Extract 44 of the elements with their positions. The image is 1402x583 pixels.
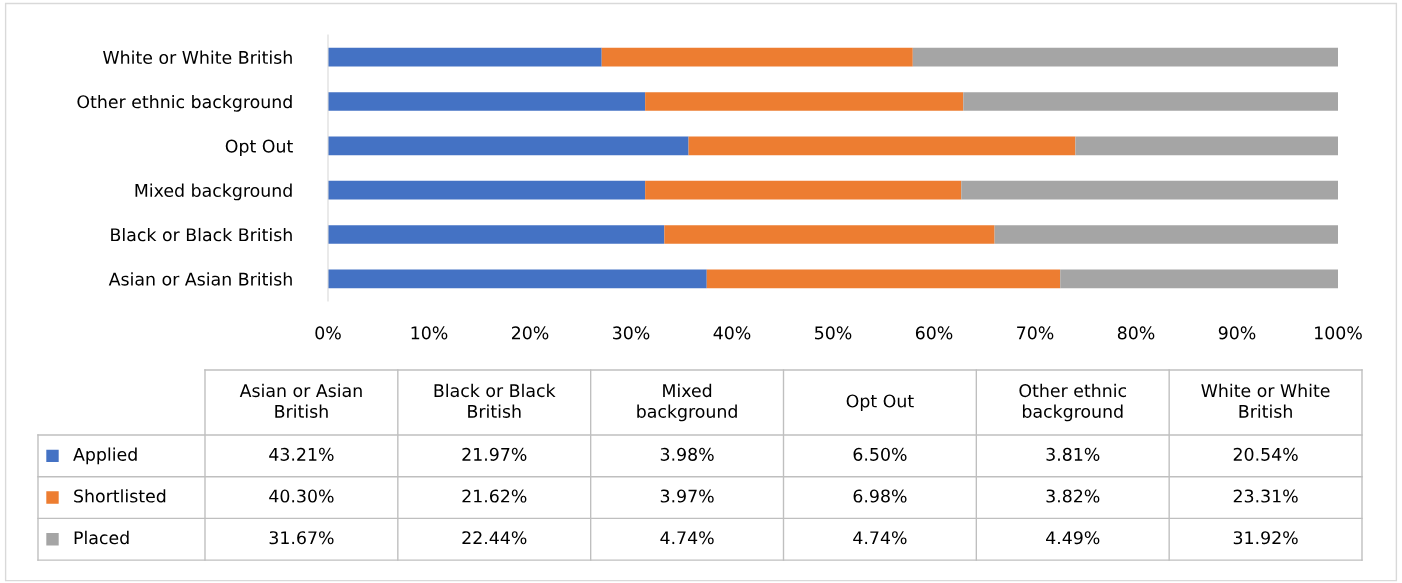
text: 22.44% [462, 531, 527, 545]
y-tick-label: Black or Black British [111, 227, 292, 242]
text: 4.74% [660, 531, 714, 545]
text: 43.21% [269, 447, 334, 461]
legend-label: Shortlisted [74, 489, 166, 503]
text: 21.62% [462, 489, 527, 503]
y-tick-label: Other ethnic background [77, 94, 292, 112]
text: 4.49% [1046, 531, 1100, 545]
text: 40.30% [269, 489, 334, 503]
category-label: White or White British [1201, 383, 1330, 418]
text: 4.74% [853, 531, 907, 545]
y-tick-label: Mixed background [135, 183, 292, 201]
x-tick-label: 80% [1117, 326, 1155, 340]
text: 3.97% [660, 489, 714, 503]
x-tick-label: 70% [1017, 326, 1054, 340]
legend-label: Placed [74, 530, 129, 545]
y-tick-label: Opt Out [225, 139, 293, 157]
text: 6.50% [853, 447, 907, 461]
legend-label: Applied [73, 447, 137, 465]
x-tick-label: 60% [915, 326, 953, 340]
text: 31.92% [1233, 531, 1298, 545]
y-tick-label: Asian or Asian British [108, 272, 292, 286]
category-label: Black or Black British [434, 383, 556, 418]
text: 3.82% [1046, 489, 1100, 503]
text: 23.31% [1233, 489, 1298, 503]
x-tick-label: 20% [511, 326, 549, 340]
y-tick-label: White or White British [103, 50, 292, 65]
category-label: Other ethnic background [1019, 383, 1127, 422]
text: 6.98% [853, 489, 907, 503]
x-tick-label: 10% [411, 326, 448, 340]
x-tick-label: 50% [815, 326, 852, 340]
text: 20.54% [1233, 447, 1298, 461]
x-tick-label: 100% [1315, 326, 1362, 340]
text: 21.97% [462, 447, 527, 461]
x-tick-label: 40% [713, 326, 751, 340]
text: 3.98% [660, 447, 714, 461]
text: 31.67% [269, 531, 334, 545]
x-tick-label: 90% [1218, 326, 1256, 340]
category-label: Opt Out [846, 394, 914, 411]
x-tick-label: 30% [613, 326, 650, 340]
category-label: Mixed background [637, 383, 737, 422]
category-label: Asian or Asian British [239, 383, 362, 418]
x-tick-label: 0% [315, 326, 341, 340]
text: 3.81% [1046, 447, 1100, 461]
